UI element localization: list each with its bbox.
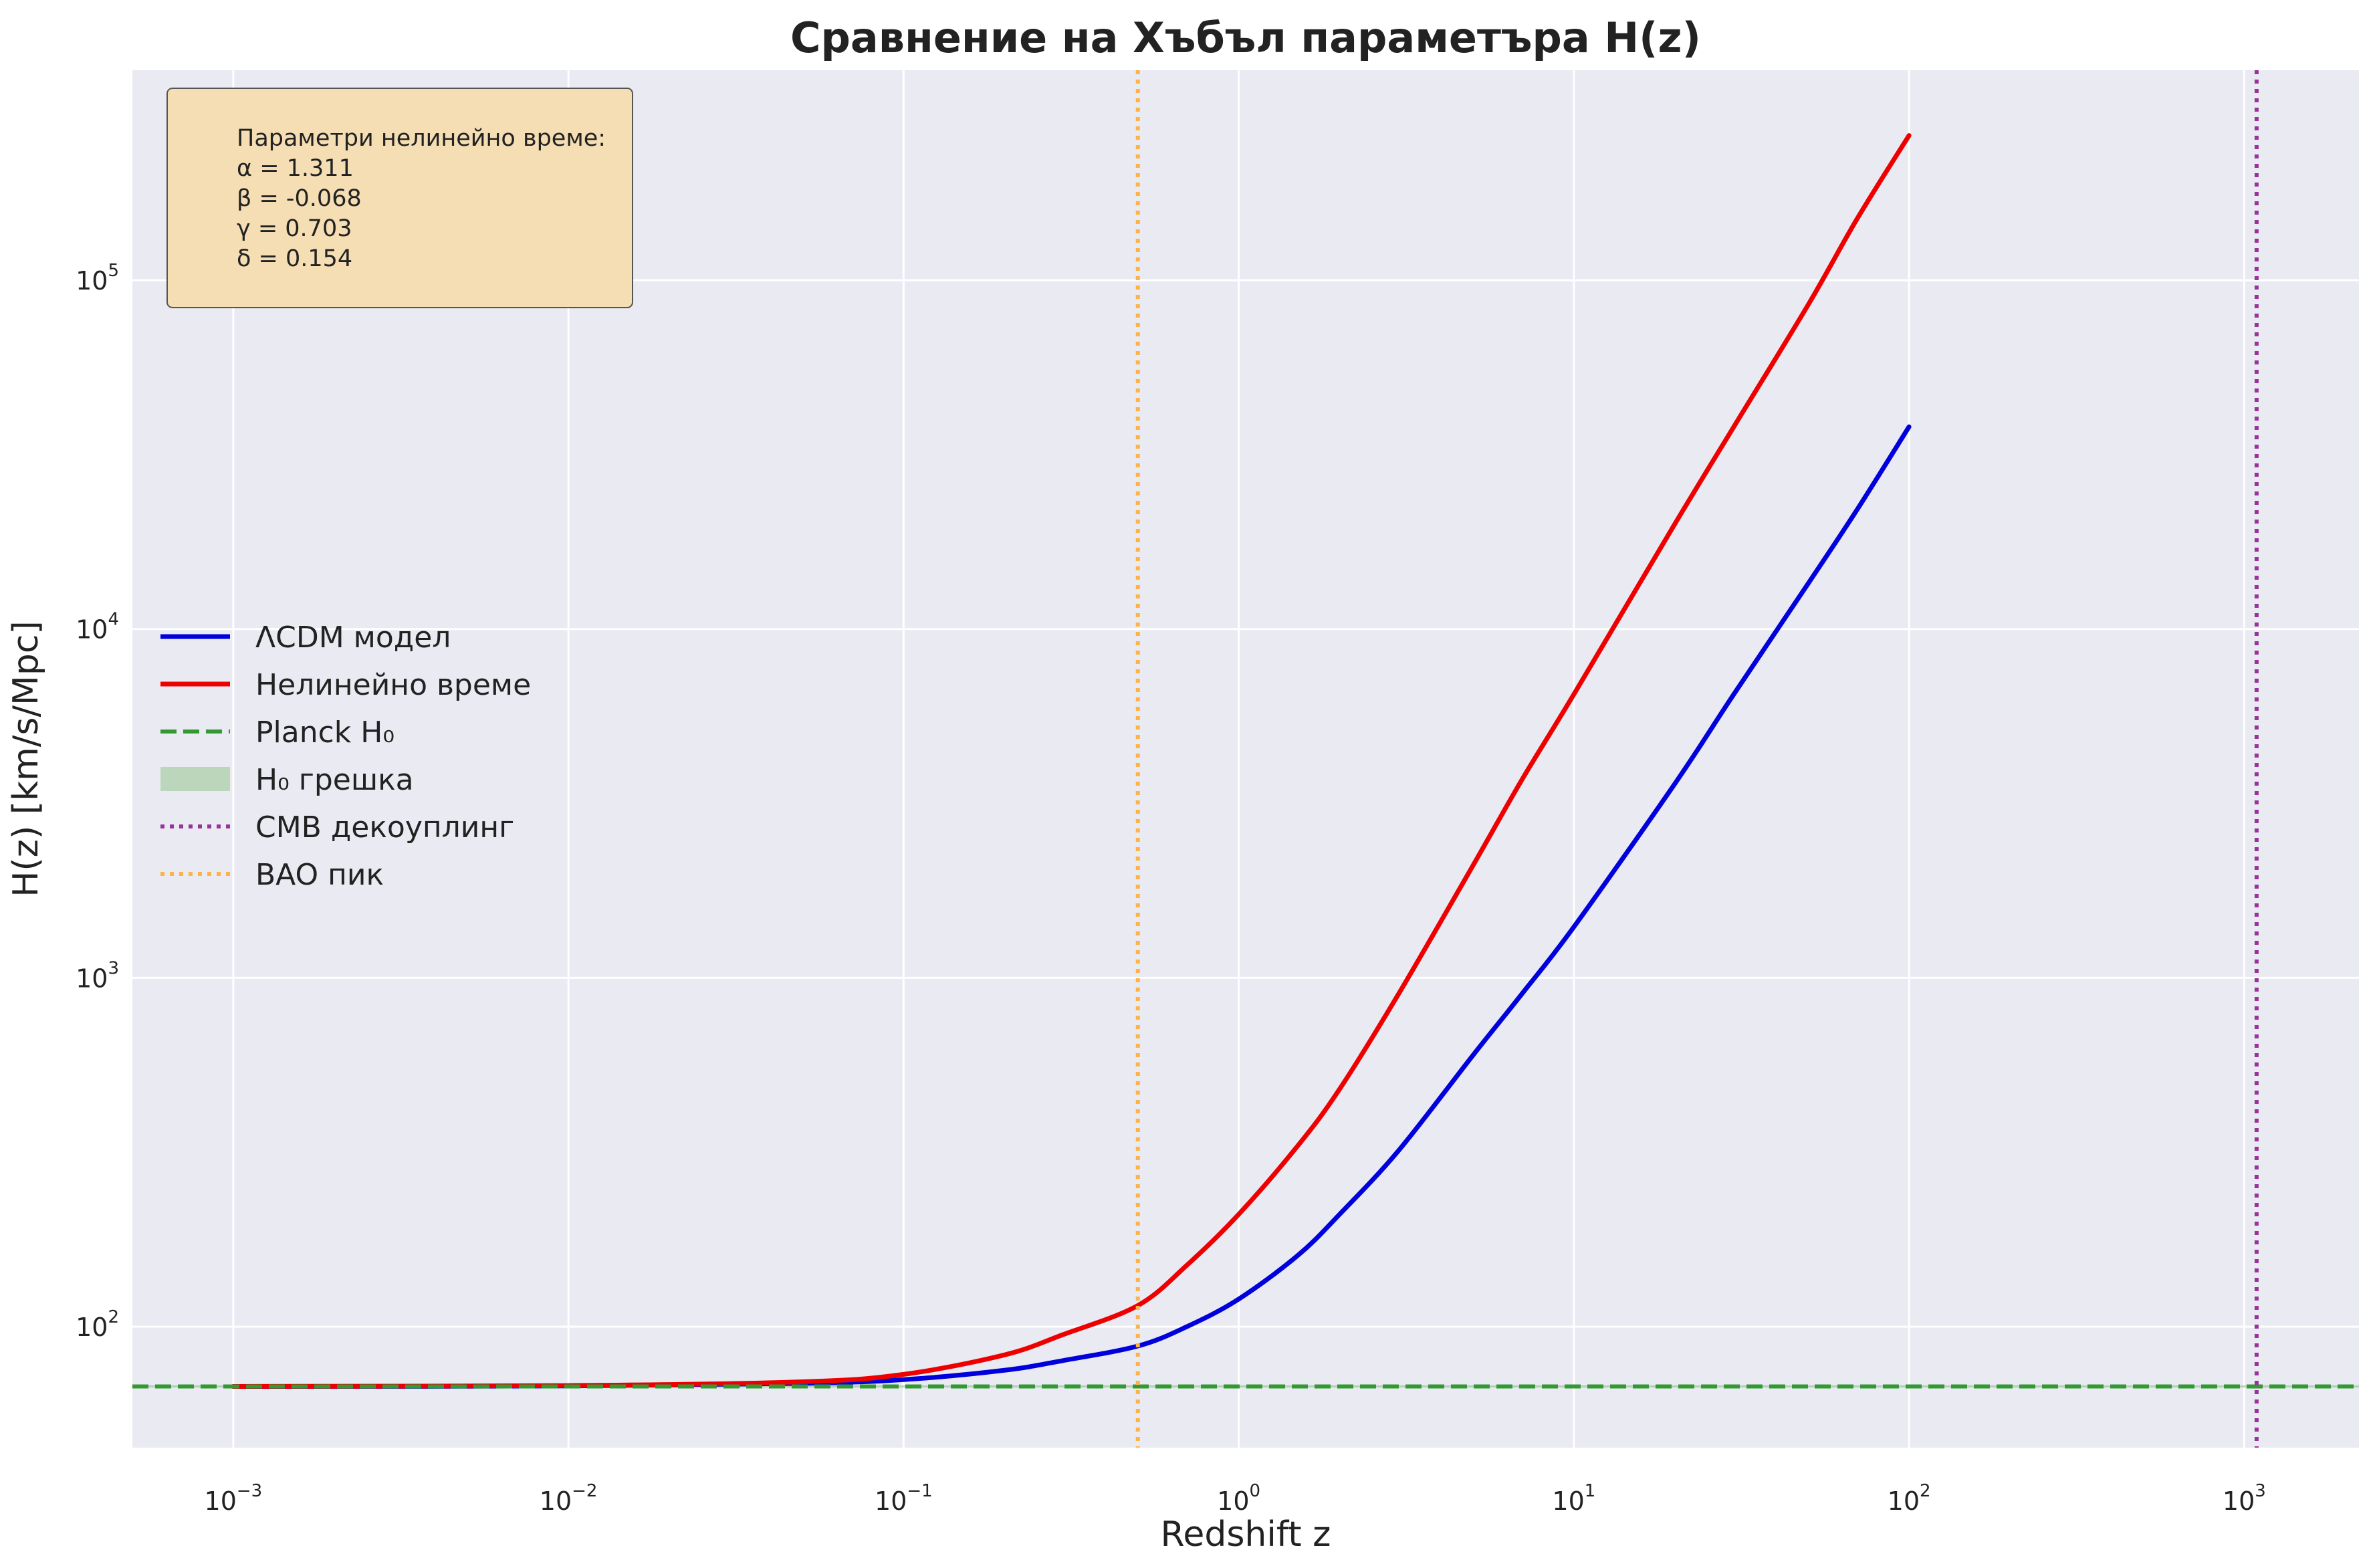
legend-label-nonlinear: Нелинейно време <box>255 668 531 702</box>
x-tick-label-5: 102 <box>1888 1481 1931 1516</box>
x-tick-label-3: 100 <box>1217 1481 1260 1516</box>
y-tick-label-0: 102 <box>76 1307 119 1342</box>
chart-title: Сравнение на Хъбъл параметъра H(z) <box>790 13 1701 62</box>
x-tick-label-1: 10−2 <box>540 1481 598 1516</box>
x-tick-label-4: 101 <box>1552 1481 1595 1516</box>
grid <box>132 70 2359 1448</box>
parameter-line-beta: β = -0.068 <box>237 185 362 212</box>
x-tick-label-2: 10−1 <box>875 1481 933 1516</box>
y-ticks: 102 103 104 105 <box>76 261 119 1342</box>
parameter-line-delta: δ = 0.154 <box>237 245 352 272</box>
legend-label-h0-error: H₀ грешка <box>255 763 414 797</box>
x-axis-label: Redshift z <box>1161 1515 1331 1555</box>
band-h0-error <box>132 1385 2359 1388</box>
legend-swatch-h0-error <box>160 767 230 791</box>
legend-label-planck: Planck H₀ <box>255 715 394 750</box>
x-tick-label-6: 103 <box>2223 1481 2266 1516</box>
series-line-nonlinear <box>231 133 1912 1389</box>
y-tick-label-2: 104 <box>76 610 119 645</box>
parameter-line-alpha: α = 1.311 <box>237 155 354 182</box>
legend-label-bao: BAO пик <box>255 858 384 892</box>
y-tick-label-3: 105 <box>76 261 119 296</box>
x-tick-label-0: 10−3 <box>205 1481 263 1516</box>
legend-label-cmb: CMB декоуплинг <box>255 810 514 845</box>
reference-lines <box>132 70 2359 1448</box>
y-tick-label-1: 103 <box>76 958 119 993</box>
legend: ΛCDM модел Нелинейно време Planck H₀ H₀ … <box>160 621 531 892</box>
parameter-line-title: Параметри нелинейно време: <box>237 125 606 152</box>
bands <box>132 1385 2359 1388</box>
series <box>231 133 1912 1389</box>
x-ticks: 10−3 10−2 10−1 100 101 102 103 <box>205 1481 2266 1516</box>
y-axis-label: H(z) [km/s/Mpc] <box>6 621 46 897</box>
parameter-line-gamma: γ = 0.703 <box>237 215 352 242</box>
parameter-box-background <box>166 88 633 308</box>
legend-label-lcdm: ΛCDM модел <box>255 621 451 655</box>
parameter-box: Параметри нелинейно време: α = 1.311 β =… <box>166 88 633 308</box>
